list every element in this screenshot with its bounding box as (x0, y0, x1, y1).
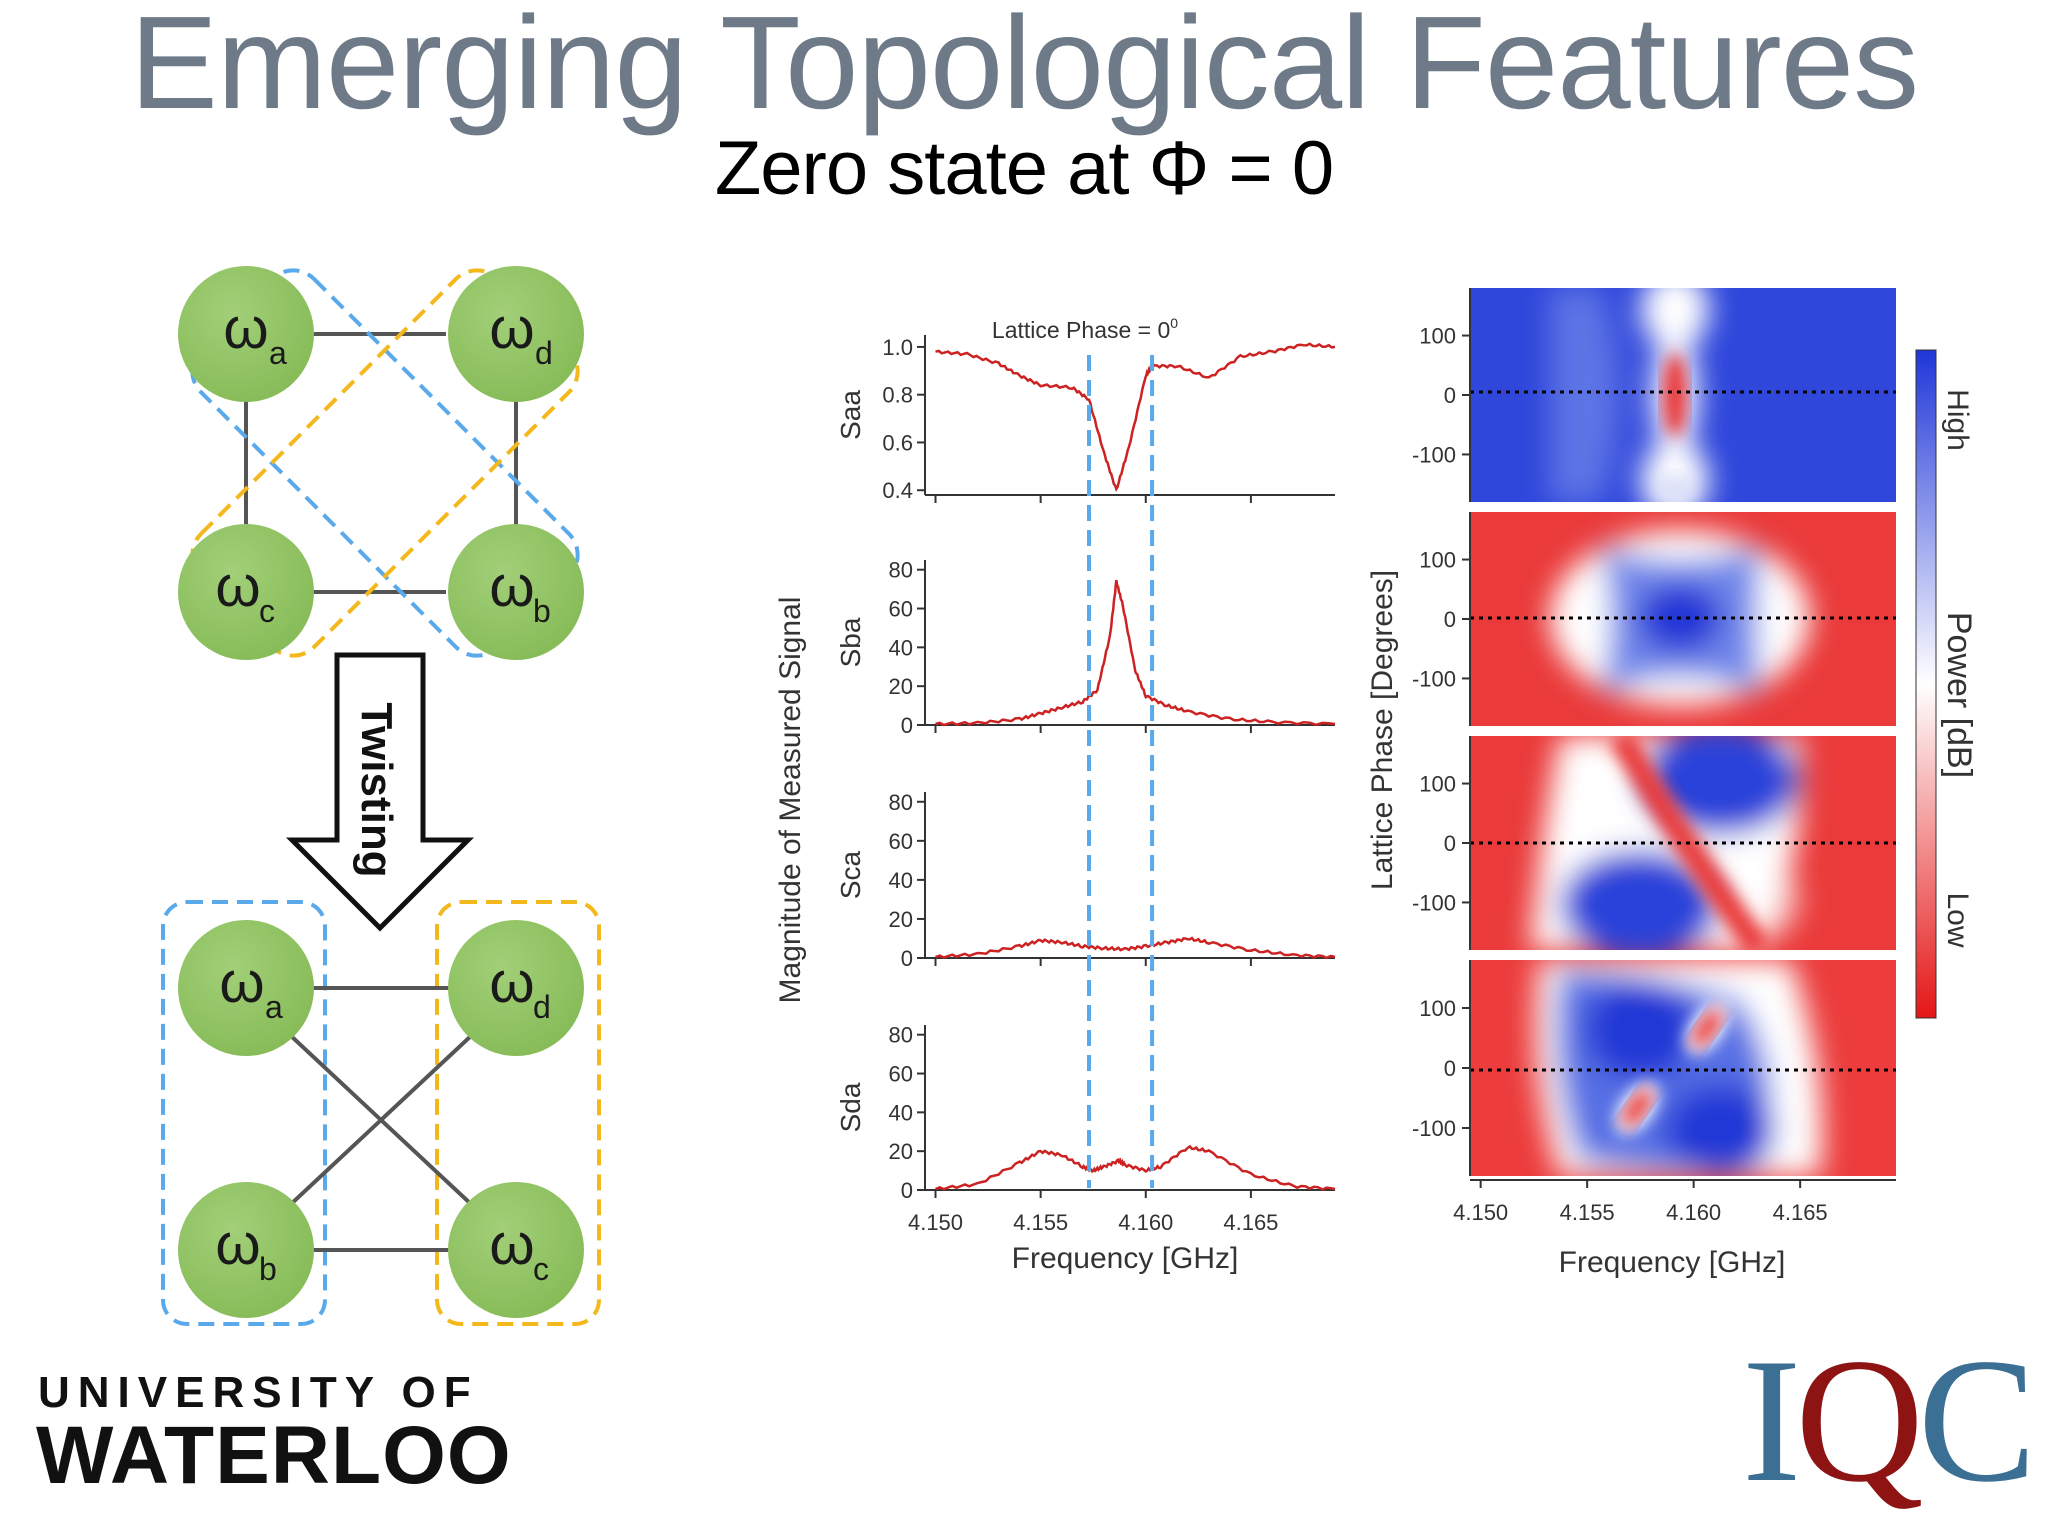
heatmap-y-tick-label-sba: -100 (1412, 666, 1456, 691)
colorbar-power-label: Power [dB] (1940, 612, 1978, 778)
heatmap-x-tick-label: 4.160 (1666, 1200, 1721, 1225)
heatmap-stack: 100 0 -100 100 0 -100 100 0 -100 100 0 -100 4.150 4.1… (1366, 288, 1978, 1279)
svg-text:c: c (533, 1251, 549, 1287)
heatmap-y-tick-label-saa: 100 (1419, 324, 1456, 349)
svg-text:ω: ω (215, 554, 260, 619)
twisting-arrow: Twisting (285, 652, 475, 932)
svg-text:ω: ω (223, 296, 268, 361)
y-tick-label-sca: 80 (889, 790, 913, 815)
colorbar-low-label: Low (1941, 892, 1974, 947)
heatmap-panel-saa (1470, 288, 1896, 502)
svg-text:ω: ω (489, 950, 534, 1015)
slide-title: Emerging Topological Features (129, 0, 1919, 136)
heatmap-y-tick-label-sba: 0 (1444, 607, 1456, 632)
svg-text:ω: ω (489, 554, 534, 619)
y-tick-label-saa: 0.4 (882, 478, 913, 503)
heatmap-y-tick-label-sda: -100 (1412, 1116, 1456, 1141)
node-d-top: ω d (448, 266, 584, 402)
node-a-top: ω a (178, 266, 314, 402)
twisting-label: Twisting (352, 702, 401, 877)
svg-text:ω: ω (215, 1212, 260, 1277)
series-line-sba (935, 579, 1336, 727)
heatmap-x-tick-label: 4.150 (1453, 1200, 1508, 1225)
svg-text:a: a (269, 335, 287, 371)
y-tick-label-saa: 0.8 (882, 383, 913, 408)
heatmap-y-tick-label-saa: -100 (1412, 442, 1456, 467)
x-tick-label: 4.160 (1118, 1210, 1173, 1235)
y-tick-label-sba: 80 (889, 558, 913, 583)
svg-text:b: b (533, 593, 551, 629)
y-tick-label-sba: 20 (889, 674, 913, 699)
heatmap-panel-sda (1470, 960, 1896, 1176)
y-tick-label-sda: 20 (889, 1139, 913, 1164)
heatmap-x-tick-label: 4.155 (1560, 1200, 1615, 1225)
svg-text:ω: ω (489, 1212, 534, 1277)
panel-label-sca: Sca (835, 850, 866, 899)
x-tick-label: 4.165 (1223, 1210, 1278, 1235)
heatmap-y-tick-label-sca: -100 (1412, 890, 1456, 915)
svg-text:b: b (259, 1251, 277, 1287)
slide-subtitle: Zero state at Φ = 0 (714, 126, 1334, 211)
heatmap-y-tick-label-sda: 0 (1444, 1056, 1456, 1081)
zero-phase-lines (1470, 390, 1896, 1072)
heatmap-x-label: Frequency [GHz] (1559, 1246, 1786, 1279)
series-line-saa (935, 342, 1336, 492)
y-tick-label-sba: 40 (889, 635, 913, 660)
panel-label-sda: Sda (835, 1082, 866, 1132)
node-b-top: ω b (448, 524, 584, 660)
y-tick-label-saa: 0.6 (882, 430, 913, 455)
panel-label-sba: Sba (835, 617, 866, 667)
heatmap-y-label: Lattice Phase [Degrees] (1366, 570, 1399, 890)
line-plot-y-label: Magnitude of Measured Signal (774, 597, 807, 1004)
node-a-bottom: ω a (178, 920, 314, 1056)
colorbar (1915, 349, 1937, 1019)
y-tick-label-sba: 60 (889, 597, 913, 622)
y-tick-label-sca: 20 (889, 907, 913, 932)
heatmap-x-tick-label: 4.165 (1773, 1200, 1828, 1225)
blue-dashed-loop-bottom (161, 900, 327, 1326)
panel-label-saa: Saa (835, 390, 866, 440)
y-tick-label-sda: 40 (889, 1100, 913, 1125)
y-tick-label-sca: 0 (901, 946, 913, 971)
node-c-bottom: ω c (448, 1182, 584, 1318)
series-line-sca (935, 936, 1336, 960)
x-tick-label: 4.155 (1013, 1210, 1068, 1235)
heatmap-panel-sca (1470, 736, 1896, 950)
lattice-phase-title: Lattice Phase = 00 (992, 315, 1178, 343)
y-tick-label-sda: 80 (889, 1023, 913, 1048)
node-b-bottom: ω b (178, 1182, 314, 1318)
svg-text:a: a (265, 989, 283, 1025)
y-tick-label-sba: 0 (901, 713, 913, 738)
svg-text:ω: ω (489, 296, 534, 361)
node-c-top: ω c (178, 524, 314, 660)
line-plot-x-label: Frequency [GHz] (1012, 1242, 1239, 1275)
heatmap-y-tick-label-sca: 100 (1419, 772, 1456, 797)
heatmap-y-tick-label-sca: 0 (1444, 831, 1456, 856)
y-tick-label-sda: 0 (901, 1178, 913, 1203)
university-of-waterloo-logo-line2: WATERLOO (36, 1410, 512, 1501)
iqc-logo: IQC (1742, 1321, 2037, 1519)
y-tick-label-sca: 40 (889, 868, 913, 893)
colorbar-high-label: High (1941, 389, 1974, 451)
heatmap-y-tick-label-sda: 100 (1419, 996, 1456, 1021)
resonator-diagram: ω a ω d ω c ω b Twisting ω a ω d (161, 266, 601, 1326)
node-d-bottom: ω d (448, 920, 584, 1056)
x-tick-label: 4.150 (908, 1210, 963, 1235)
y-tick-label-sda: 60 (889, 1062, 913, 1087)
svg-text:ω: ω (219, 950, 264, 1015)
y-tick-label-sca: 60 (889, 829, 913, 854)
heatmap-y-tick-label-sba: 100 (1419, 548, 1456, 573)
heatmap-y-tick-label-saa: 0 (1444, 383, 1456, 408)
svg-text:d: d (533, 989, 551, 1025)
university-of-waterloo-logo-line1: UNIVERSITY OF (38, 1368, 479, 1417)
series-line-sda (935, 1144, 1336, 1191)
svg-text:d: d (535, 335, 553, 371)
svg-text:c: c (259, 593, 275, 629)
yellow-dashed-loop-bottom (435, 900, 601, 1326)
line-plot-stack: Lattice Phase = 00 Magnitude of Measured… (774, 315, 1336, 1275)
y-tick-label-saa: 1.0 (882, 335, 913, 360)
